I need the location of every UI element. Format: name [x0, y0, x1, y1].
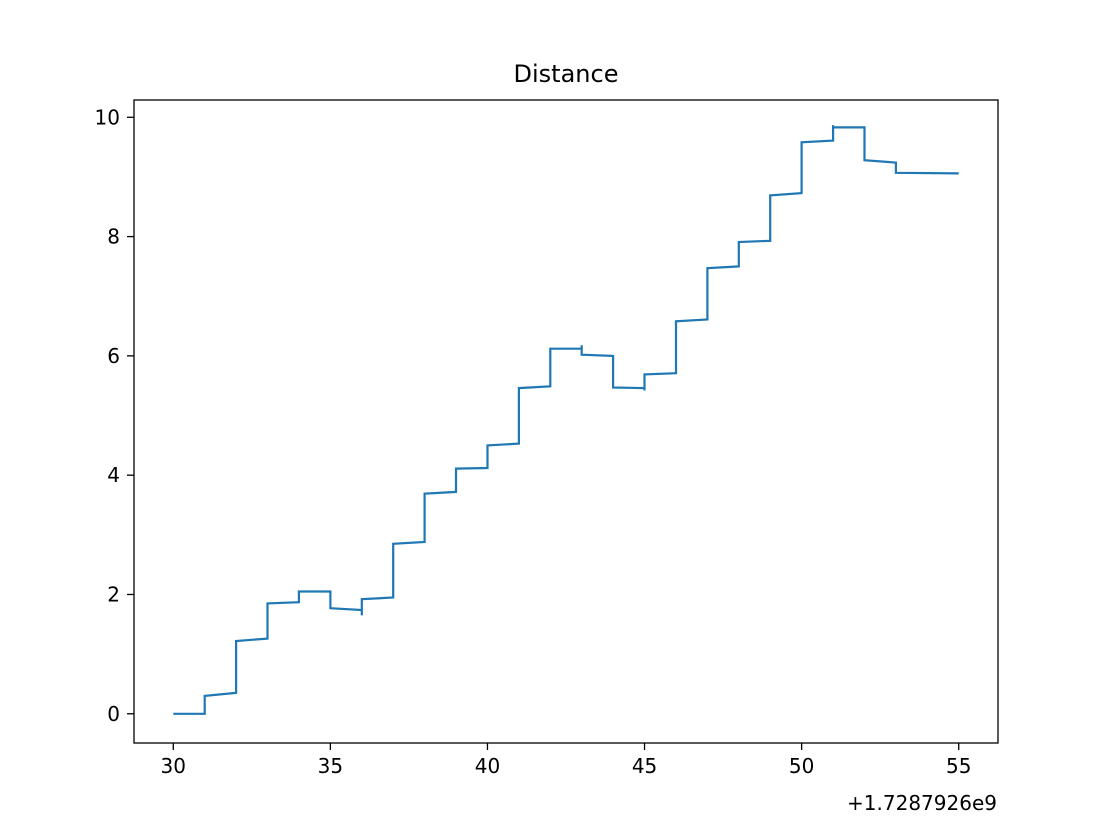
- chart-title: Distance: [514, 60, 619, 88]
- x-axis-offset-label: +1.7287926e9: [847, 791, 997, 815]
- x-tick-label: 40: [475, 754, 500, 778]
- axes-frame: [133, 99, 999, 744]
- x-tick-label: 35: [318, 754, 343, 778]
- y-tick-label: 2: [107, 582, 120, 606]
- x-axis: 30 35 40 45 50 55: [161, 743, 971, 778]
- x-tick-label: 30: [161, 754, 186, 778]
- y-tick-label: 4: [107, 463, 120, 487]
- y-tick-label: 8: [107, 225, 120, 249]
- y-axis: 0 2 4 6 8 10: [95, 105, 134, 726]
- y-tick-label: 0: [107, 702, 120, 726]
- x-tick-label: 45: [632, 754, 657, 778]
- y-tick-label: 6: [107, 344, 120, 368]
- x-tick-label: 55: [946, 754, 971, 778]
- x-tick-label: 50: [789, 754, 814, 778]
- plot-area: [173, 125, 959, 715]
- distance-series-line: [173, 125, 959, 715]
- y-tick-label: 10: [95, 105, 120, 129]
